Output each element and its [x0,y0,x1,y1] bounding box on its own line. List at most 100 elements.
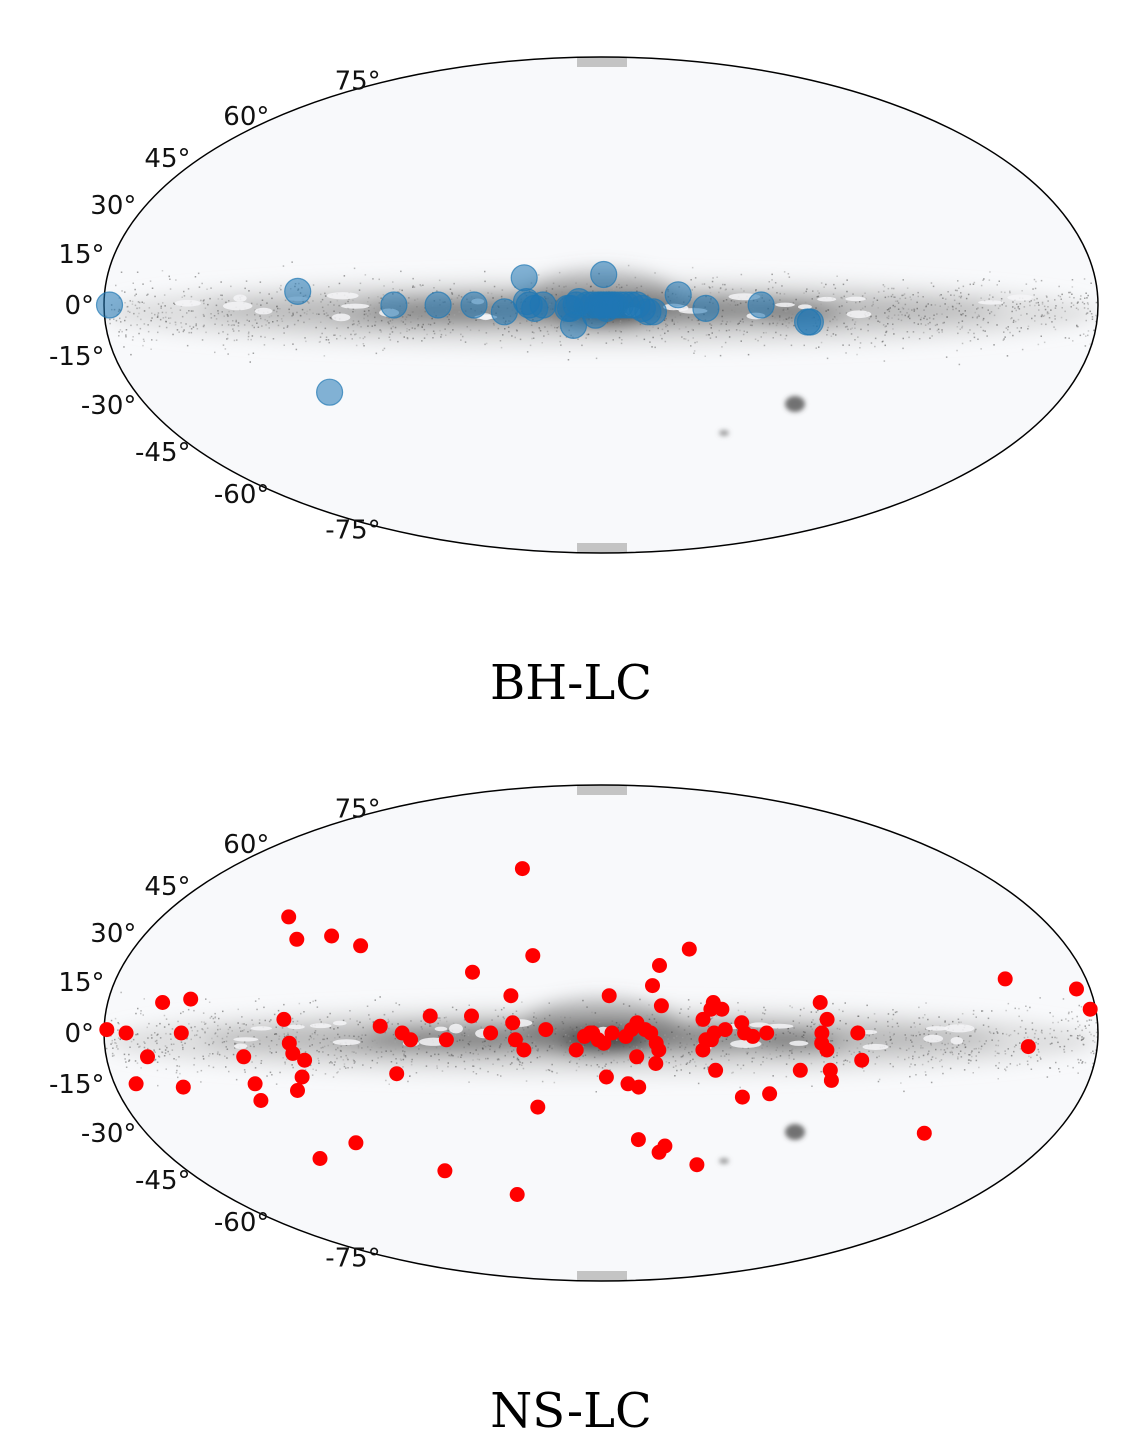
ns-lc-source-point [281,909,297,925]
ns-lc-source-point [645,978,660,994]
ns-lc-source-point [601,988,617,1004]
bh-lc-lat-label: 60° [223,102,269,132]
ns-lc-source-point [759,1025,775,1041]
bh-lc-source-point [316,378,344,406]
ns-lc-source-point [916,1125,932,1141]
ns-lc-source-point [285,1045,301,1061]
ns-lc-source-point [312,1151,328,1166]
ns-lc-source-point [128,1076,144,1092]
ns-lc-source-point [653,998,669,1014]
ns-lc-source-point [403,1032,419,1048]
ns-lc-source-point [289,931,305,947]
ns-lc-source-point [99,1022,115,1038]
ns-lc-source-point [183,991,199,1007]
bh-lc-lat-label: 0° [64,291,94,321]
ns-lc-lat-label: 60° [223,830,269,860]
ns-lc-lat-label: 0° [64,1019,94,1049]
ns-lc-sky-map: 75° 60° 45° 30° 15° 0° -15° -30° -45° -60° -75° [49,784,1099,1282]
bh-lc-source-point [747,291,775,319]
ns-lc-lat-label: 75° [335,794,381,824]
ns-lc-source-point [297,1052,313,1068]
ns-lc-source-point [598,1069,614,1085]
ns-lc-source-point [155,995,171,1010]
ns-lc-source-point [681,941,697,957]
ns-lc-source-point [1069,981,1084,997]
bh-lc-source-point [592,294,621,322]
ns-lc-lat-label: -30° [81,1119,136,1149]
bh-lc-source-point [380,291,408,319]
ns-lc-source-point [437,1163,453,1179]
ns-lc-source-point [464,1008,479,1024]
ns-lc-source-point [276,1011,292,1027]
ns-lc-source-point [438,1032,454,1048]
ns-lc-source-point [651,1042,667,1058]
ns-lc-source-point [253,1093,269,1108]
bh-lc-caption: BH-LC [490,655,652,711]
ns-lc-source-point [652,958,667,973]
ns-lc-source-point [372,1018,388,1034]
ns-lc-lat-label: 45° [144,872,190,902]
ns-lc-source-point [708,1062,724,1078]
ns-lc-source-point [745,1028,761,1044]
ns-lc-source-point [1020,1039,1036,1055]
ns-lc-source-point [290,1083,305,1098]
bh-lc-sky-map: 75° 60° 45° 30° 15° 0° -15° -30° -45° -60° -75° [49,56,1099,554]
ns-lc-lat-label: -60° [214,1208,269,1238]
ns-lc-source-point [717,1022,733,1038]
ns-lc-panel: 75° 60° 45° 30° 15° 0° -15° -30° -45° -60° -75° NS… [0,728,1142,1448]
ns-lc-source-point [762,1086,778,1102]
ns-lc-source-point [604,1025,620,1041]
bh-lc-lat-label: 75° [335,66,381,96]
ns-lc-source-point [516,1042,532,1058]
bh-lc-source-point [95,291,124,319]
ns-lc-source-point [465,964,480,980]
ns-lc-lat-label: -75° [325,1244,380,1274]
ns-lc-lat-label: 30° [90,919,136,949]
ns-lc-source-point [568,1042,584,1058]
bh-lc-source-point [692,294,720,322]
ns-lc-source-point [483,1025,499,1041]
ns-lc-points [99,861,1098,1202]
ns-lc-source-point [538,1022,554,1038]
ns-lc-source-point [247,1076,263,1092]
bh-lc-lat-label: 30° [90,191,136,221]
ns-lc-source-point [812,995,828,1010]
bh-lc-lat-label: -45° [135,438,190,468]
ns-lc-source-point [173,1025,189,1041]
bh-lc-source-point [490,298,518,326]
ns-lc-source-point [657,1138,673,1154]
ns-lc-source-point [823,1072,839,1088]
ns-lc-lat-label: 15° [58,968,104,998]
bh-lc-source-point [796,308,825,336]
ns-lc-source-point [714,1001,730,1017]
ns-lc-caption: NS-LC [490,1383,652,1439]
bh-lc-lat-label: 15° [58,240,104,270]
ns-lc-source-point [819,1011,835,1027]
ns-lc-source-point [324,928,340,944]
ns-lc-source-point [997,971,1013,987]
bh-lc-lat-label: -30° [81,391,136,421]
bh-lc-panel: 75° 60° 45° 30° 15° 0° -15° -30° -45° -60° -75° BH… [0,0,1142,720]
bh-lc-lat-label: 45° [144,144,190,174]
ns-lc-source-point [792,1062,808,1078]
ns-lc-source-point [353,938,369,954]
ns-lc-source-point [689,1157,705,1173]
ns-lc-source-point [648,1056,664,1071]
bh-lc-source-point [460,291,488,319]
bh-lc-source-point [284,277,312,305]
ns-lc-source-point [175,1079,191,1095]
bh-lc-source-point [664,281,692,309]
ns-lc-source-point [118,1025,134,1041]
ns-lc-source-point [734,1089,750,1105]
bh-lc-source-point [424,291,452,319]
bh-lc-points [95,260,825,406]
ns-lc-source-point [514,861,530,877]
ns-lc-source-point [509,1187,525,1202]
bh-lc-source-point [590,260,618,289]
ns-lc-source-point [348,1135,364,1151]
ns-lc-source-point [525,948,541,964]
ns-lc-source-point [854,1052,870,1068]
ns-lc-source-point [389,1066,405,1082]
bh-lc-source-point [510,264,538,292]
bh-lc-lat-label: -15° [49,342,104,372]
